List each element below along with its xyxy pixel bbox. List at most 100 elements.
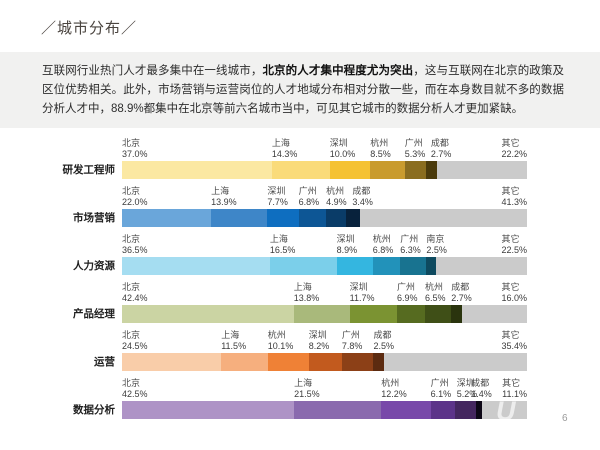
segment-percentage: 24.5% xyxy=(122,340,148,351)
segment-city: 广州 xyxy=(396,282,415,292)
segment-percentage: 22.2% xyxy=(501,148,527,159)
stacked-bar xyxy=(122,305,527,323)
segment-percentage: 42.4% xyxy=(122,292,148,303)
segment-city: 上海 xyxy=(269,234,288,244)
bar-segment xyxy=(404,161,427,179)
segment-label: 上海 13.8% xyxy=(294,282,320,303)
segment-city: 广州 xyxy=(404,138,423,148)
segment-percentage: 42.5% xyxy=(122,388,148,399)
bar-segment xyxy=(269,257,337,275)
bar-segment xyxy=(122,305,294,323)
segment-label: 杭州 6.5% xyxy=(425,282,446,303)
segment-city: 上海 xyxy=(271,138,290,148)
segment-label: 成都 2.7% xyxy=(451,282,472,303)
segment-percentage: 22.0% xyxy=(122,196,148,207)
segment-label: 广州 6.1% xyxy=(431,378,452,399)
bar-wrap: 北京 42.4% 上海 13.8% 深圳 11.7% 广州 6.9% 杭州 6.5% 成都 2.7% 其… xyxy=(122,280,527,323)
segment-city: 其它 xyxy=(502,378,521,388)
segment-label: 广州 6.8% xyxy=(299,186,320,207)
bar-segment xyxy=(435,257,527,275)
bar-segment xyxy=(359,209,527,227)
bar-segment xyxy=(122,209,212,227)
bar-segment xyxy=(294,401,382,419)
bar-segment xyxy=(341,353,374,371)
bar-segment xyxy=(221,353,268,371)
segment-city: 深圳 xyxy=(456,378,475,388)
bar-wrap: 北京 37.0% 上海 14.3% 深圳 10.0% 杭州 8.5% 广州 5.3% 成都 2.7% 其… xyxy=(122,136,527,179)
segment-percentage: 5.2% xyxy=(456,388,478,399)
segment-city: 广州 xyxy=(341,330,360,340)
segment-labels-layer: 北京 37.0% 上海 14.3% 深圳 10.0% 杭州 8.5% 广州 5.3% 成都 2.7% 其… xyxy=(122,136,527,161)
bar-segment xyxy=(455,401,477,419)
page-title: ／城市分布／ xyxy=(41,20,138,37)
segment-city: 杭州 xyxy=(381,378,400,388)
segment-labels-layer: 北京 24.5% 上海 11.5% 杭州 10.1% 深圳 8.2% 广州 7.8% 成都 2.5% 其… xyxy=(122,328,527,353)
segment-city: 成都 xyxy=(352,186,371,196)
segment-label: 上海 13.9% xyxy=(211,186,237,207)
bar-segment xyxy=(298,209,327,227)
bar-wrap: 北京 22.0% 上海 13.9% 深圳 7.7% 广州 6.8% 杭州 4.9% 成都 3.4% 其它… xyxy=(122,184,527,227)
segment-city: 上海 xyxy=(293,282,312,292)
segment-percentage: 6.5% xyxy=(424,292,446,303)
bar-segment xyxy=(462,305,527,323)
segment-city: 其它 xyxy=(501,138,520,148)
segment-city: 北京 xyxy=(122,234,141,244)
segment-city: 成都 xyxy=(373,330,392,340)
bar-wrap: 北京 36.5% 上海 16.5% 深圳 8.9% 杭州 6.8% 广州 6.3% 南京 2.5% 其它… xyxy=(122,232,527,275)
page-number: 6 xyxy=(562,413,568,424)
bar-segment xyxy=(437,161,527,179)
segment-percentage: 6.8% xyxy=(298,196,320,207)
bar-segment xyxy=(396,305,425,323)
stacked-bar xyxy=(122,161,527,179)
segment-city: 成都 xyxy=(430,138,449,148)
segment-label: 杭州 8.5% xyxy=(370,138,391,159)
stacked-bar xyxy=(122,401,527,419)
segment-label: 成都 2.7% xyxy=(431,138,452,159)
segment-label: 上海 14.3% xyxy=(272,138,298,159)
segment-city: 杭州 xyxy=(370,138,389,148)
row-category-label: 市场营销 xyxy=(73,212,115,224)
segment-percentage: 22.5% xyxy=(501,244,527,255)
segment-labels-layer: 北京 36.5% 上海 16.5% 深圳 8.9% 杭州 6.8% 广州 6.3% 南京 2.5% 其它… xyxy=(122,232,527,257)
bar-segment xyxy=(329,161,371,179)
segment-city: 深圳 xyxy=(267,186,286,196)
intro-text-pre: 互联网行业热门人才最多集中在一线城市， xyxy=(42,65,263,77)
segment-label: 深圳 7.7% xyxy=(267,186,288,207)
segment-percentage: 10.1% xyxy=(267,340,294,351)
segment-labels-layer: 北京 42.4% 上海 13.8% 深圳 11.7% 广州 6.9% 杭州 6.5% 成都 2.7% 其… xyxy=(122,280,527,305)
segment-percentage: 14.3% xyxy=(271,148,298,159)
bar-segment xyxy=(383,353,527,371)
segment-city: 杭州 xyxy=(424,282,443,292)
bar-segment xyxy=(122,257,270,275)
bar-segment xyxy=(372,257,401,275)
segment-city: 深圳 xyxy=(349,282,368,292)
segment-label: 上海 21.5% xyxy=(294,378,320,399)
stacked-bar xyxy=(122,257,527,275)
bar-segment xyxy=(381,401,431,419)
segment-city: 南京 xyxy=(426,234,445,244)
segment-label: 北京 24.5% xyxy=(122,330,148,351)
bar-segment xyxy=(308,353,342,371)
stacked-bar xyxy=(122,209,527,227)
segment-label: 深圳 8.9% xyxy=(337,234,358,255)
segment-percentage: 3.4% xyxy=(352,196,373,207)
bar-segment xyxy=(424,305,452,323)
segment-city: 广州 xyxy=(400,234,419,244)
segment-label: 深圳 8.2% xyxy=(309,330,330,351)
bar-wrap: 北京 24.5% 上海 11.5% 杭州 10.1% 深圳 8.2% 广州 7.8% 成都 2.5% 其… xyxy=(122,328,527,371)
segment-percentage: 8.2% xyxy=(308,340,330,351)
chart-rows: 研发工程师 北京 37.0% 上海 14.3% 深圳 10.0% 杭州 8.5% 广州 5.3% 成都… xyxy=(0,136,600,419)
segment-labels-layer: 北京 42.5% 上海 21.5% 杭州 12.2% 广州 6.1% 深圳 5.2% 成都 1.4% 其… xyxy=(122,376,527,401)
segment-percentage: 10.0% xyxy=(329,148,356,159)
bar-segment xyxy=(476,401,482,419)
row-category-label: 数据分析 xyxy=(73,404,115,416)
segment-city: 深圳 xyxy=(336,234,355,244)
bar-segment xyxy=(267,353,309,371)
segment-city: 成都 xyxy=(451,282,470,292)
row-category-label: 人力资源 xyxy=(73,260,115,272)
segment-percentage: 6.1% xyxy=(430,388,452,399)
bar-segment xyxy=(336,257,373,275)
intro-text-post: ，这与互联网在北京的政策及区位优势相关。此外，市场营销与运营岗位的人才地域分布相… xyxy=(42,65,565,115)
intro-text-bold: 北京的人才集中程度尤为突出 xyxy=(262,65,414,77)
segment-percentage: 6.9% xyxy=(396,292,418,303)
